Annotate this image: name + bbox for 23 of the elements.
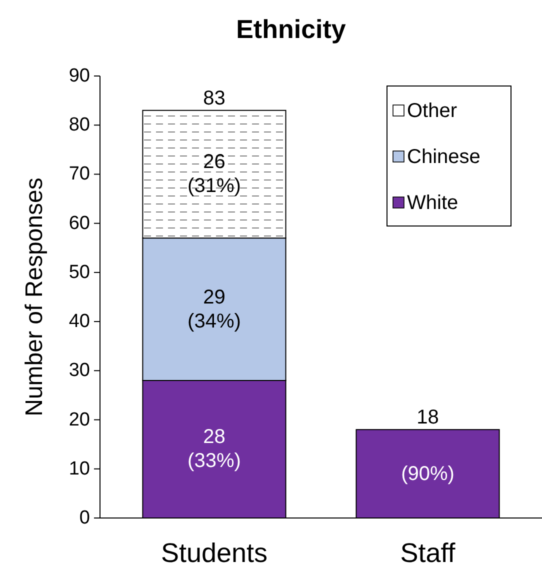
total-label: 83 (203, 87, 226, 110)
legend-label: Chinese (407, 146, 480, 168)
y-tick-label: 50 (68, 262, 90, 283)
x-tick-label: Students (160, 538, 268, 568)
chart-title: Ethnicity (236, 14, 346, 44)
y-tick-label: 30 (68, 360, 90, 382)
y-tick-label: 0 (79, 508, 90, 528)
y-tick-label: 10 (68, 458, 90, 480)
y-axis-title: Number of Responses (21, 178, 48, 416)
y-tick-label: 70 (68, 164, 90, 185)
y-tick-label: 90 (68, 66, 90, 86)
data-label: 26 (31%) (188, 151, 241, 198)
data-label: 29 (34%) (188, 286, 241, 332)
y-tick-label: 20 (68, 409, 90, 430)
annotation: (90%) (401, 462, 454, 485)
legend-label: Other (407, 100, 458, 122)
legend-label: White (407, 192, 458, 214)
y-tick-label: 80 (68, 114, 90, 136)
x-tick-label: Staff (400, 538, 456, 568)
y-tick-label: 40 (68, 311, 90, 332)
data-label: 28 (33%) (188, 426, 241, 472)
y-tick-label: 60 (68, 212, 90, 234)
total-label: 18 (416, 406, 439, 429)
